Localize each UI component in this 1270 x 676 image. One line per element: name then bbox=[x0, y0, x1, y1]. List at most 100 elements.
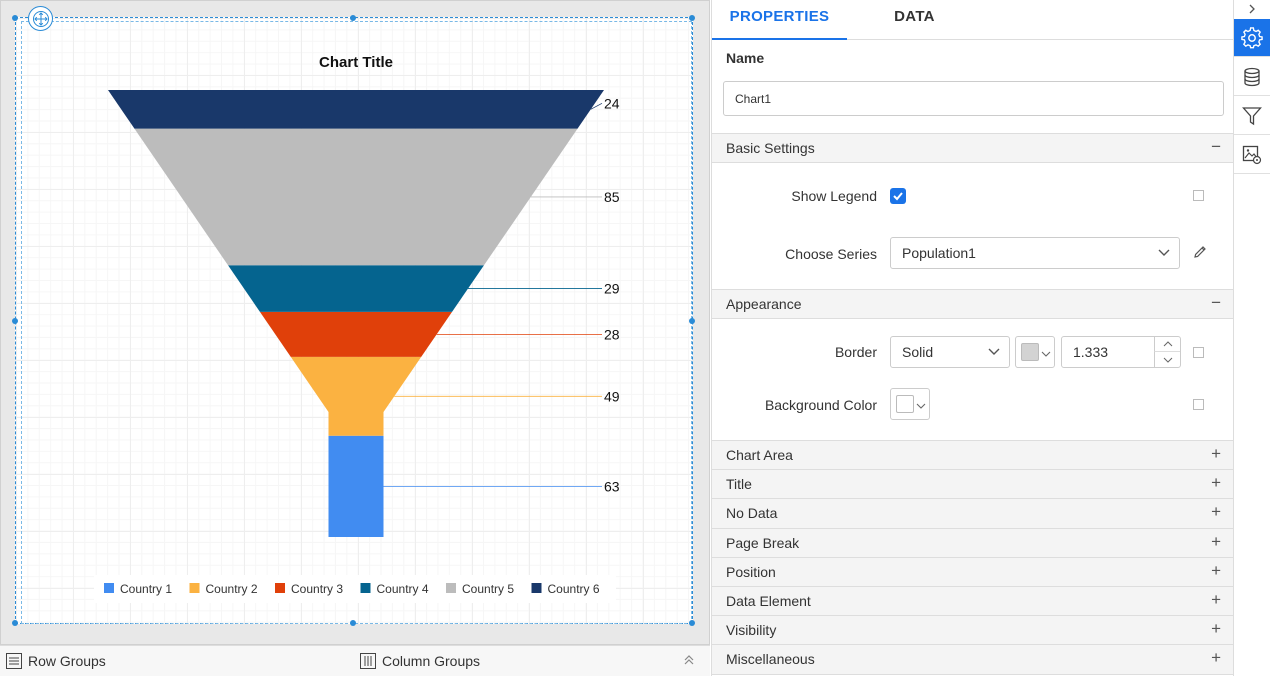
legend-item[interactable]: Country 3 bbox=[275, 582, 343, 596]
double-chevron-up-icon[interactable] bbox=[684, 652, 694, 668]
expand-icon[interactable]: + bbox=[1211, 560, 1221, 580]
background-color-label: Background Color bbox=[764, 397, 877, 413]
database-icon[interactable] bbox=[1234, 58, 1270, 96]
funnel-segment-3[interactable] bbox=[259, 311, 453, 357]
expand-icon[interactable]: + bbox=[1211, 502, 1221, 522]
section-visibility[interactable]: Visibility + bbox=[712, 615, 1233, 646]
data-label-connector bbox=[590, 102, 603, 110]
expand-icon[interactable]: + bbox=[1211, 531, 1221, 551]
expand-icon[interactable]: + bbox=[1211, 444, 1221, 463]
section-label: Basic Settings bbox=[726, 140, 815, 156]
filter-icon[interactable] bbox=[1234, 97, 1270, 135]
spin-down-icon[interactable] bbox=[1154, 352, 1180, 367]
gear-icon[interactable] bbox=[1234, 19, 1270, 57]
legend-item[interactable]: Country 6 bbox=[531, 582, 600, 596]
collapse-icon[interactable]: − bbox=[1211, 137, 1221, 156]
expand-icon[interactable]: + bbox=[1211, 590, 1221, 609]
section-label: Data Element bbox=[726, 593, 811, 609]
data-label: 28 bbox=[604, 326, 620, 342]
properties-panel: PROPERTIES DATA Name Basic Settings − Sh… bbox=[711, 0, 1233, 676]
panel-tabs: PROPERTIES DATA bbox=[712, 0, 1233, 40]
tab-data[interactable]: DATA bbox=[894, 8, 935, 25]
show-legend-expression-box[interactable] bbox=[1193, 190, 1204, 201]
section-label: No Data bbox=[726, 505, 778, 522]
funnel-segment-2[interactable] bbox=[290, 356, 422, 436]
border-label: Border bbox=[834, 344, 877, 360]
legend-swatch bbox=[446, 583, 456, 593]
legend-label: Country 3 bbox=[291, 582, 343, 596]
column-groups-button[interactable]: Column Groups bbox=[360, 653, 480, 669]
choose-series-dropdown[interactable]: Population1 bbox=[890, 237, 1180, 269]
legend-swatch bbox=[104, 583, 114, 593]
funnel-segment-5[interactable] bbox=[134, 128, 578, 266]
funnel-segment-1[interactable] bbox=[328, 435, 384, 537]
image-settings-icon[interactable] bbox=[1234, 136, 1270, 174]
resize-handle-bottom-right[interactable] bbox=[689, 620, 695, 626]
background-color-expression-box[interactable] bbox=[1193, 399, 1204, 410]
section-page-break[interactable]: Page Break + bbox=[712, 527, 1233, 558]
border-color-picker[interactable] bbox=[1015, 336, 1055, 368]
funnel-chart[interactable]: Chart Title 63 49 28 29 85 24 Country 1 Countr… bbox=[16, 18, 694, 625]
row-groups-button[interactable]: Row Groups bbox=[6, 653, 106, 669]
legend-swatch bbox=[360, 583, 371, 593]
legend-label: Country 1 bbox=[120, 582, 172, 596]
resize-handle-top-left[interactable] bbox=[12, 15, 18, 21]
legend-item[interactable]: Country 4 bbox=[360, 582, 429, 596]
resize-handle-left[interactable] bbox=[12, 318, 18, 324]
border-style-value: Solid bbox=[902, 344, 934, 360]
show-legend-checkbox[interactable] bbox=[890, 188, 906, 204]
collapse-icon[interactable]: − bbox=[1211, 293, 1221, 312]
checkmark-icon bbox=[893, 192, 903, 201]
section-label: Miscellaneous bbox=[726, 651, 815, 668]
edit-pencil-icon[interactable] bbox=[1192, 244, 1208, 265]
row-groups-label: Row Groups bbox=[28, 653, 106, 669]
report-body[interactable]: Chart Title 63 49 28 29 85 24 Country 1 Countr… bbox=[15, 17, 693, 624]
data-label: 24 bbox=[604, 95, 620, 111]
border-color-swatch bbox=[1021, 343, 1039, 361]
show-legend-label: Show Legend bbox=[791, 188, 877, 204]
spin-up-icon[interactable] bbox=[1154, 337, 1180, 352]
section-label: Page Break bbox=[726, 534, 800, 551]
border-style-dropdown[interactable]: Solid bbox=[890, 336, 1010, 368]
section-position[interactable]: Position + bbox=[712, 556, 1233, 587]
legend-label: Country 6 bbox=[548, 582, 600, 596]
row-groups-icon bbox=[6, 653, 22, 669]
tab-properties[interactable]: PROPERTIES bbox=[712, 0, 847, 40]
resize-handle-bottom-left[interactable] bbox=[12, 620, 18, 626]
expand-icon[interactable]: + bbox=[1211, 619, 1221, 639]
section-no-data[interactable]: No Data + bbox=[712, 498, 1233, 529]
resize-handle-top[interactable] bbox=[350, 15, 356, 21]
resize-handle-top-right[interactable] bbox=[689, 15, 695, 21]
section-basic-settings[interactable]: Basic Settings − bbox=[712, 133, 1233, 163]
legend-swatch bbox=[275, 583, 285, 593]
design-area: Chart Title 63 49 28 29 85 24 Country 1 Countr… bbox=[0, 0, 710, 645]
section-chart-area[interactable]: Chart Area + bbox=[712, 440, 1233, 471]
section-miscellaneous[interactable]: Miscellaneous + bbox=[712, 644, 1233, 675]
legend-swatch bbox=[531, 583, 542, 593]
resize-handle-right[interactable] bbox=[689, 318, 695, 324]
legend-item[interactable]: Country 1 bbox=[104, 582, 172, 596]
chevron-down-icon bbox=[987, 344, 1001, 361]
background-color-picker[interactable] bbox=[890, 388, 930, 420]
border-width-input[interactable]: 1.333 bbox=[1061, 336, 1181, 368]
section-appearance[interactable]: Appearance − bbox=[712, 289, 1233, 319]
section-title[interactable]: Title + bbox=[712, 469, 1233, 500]
section-data-element[interactable]: Data Element + bbox=[712, 586, 1233, 617]
expand-icon[interactable]: + bbox=[1211, 648, 1221, 668]
section-label: Visibility bbox=[726, 622, 777, 639]
legend-item[interactable]: Country 2 bbox=[189, 582, 258, 596]
data-label: 29 bbox=[604, 281, 620, 297]
column-groups-label: Column Groups bbox=[382, 653, 481, 669]
name-input[interactable] bbox=[723, 81, 1224, 116]
chevron-right-icon[interactable] bbox=[1234, 0, 1270, 18]
funnel-segment-4[interactable] bbox=[228, 265, 484, 312]
expand-icon[interactable]: + bbox=[1211, 473, 1221, 493]
legend-label: Country 5 bbox=[462, 582, 514, 596]
section-label: Appearance bbox=[726, 296, 802, 312]
choose-series-label: Choose Series bbox=[785, 246, 877, 262]
border-expression-box[interactable] bbox=[1193, 347, 1204, 358]
funnel-segment-6[interactable] bbox=[108, 90, 604, 129]
legend-item[interactable]: Country 5 bbox=[446, 582, 514, 596]
move-icon[interactable] bbox=[28, 6, 53, 31]
resize-handle-bottom[interactable] bbox=[350, 620, 356, 626]
